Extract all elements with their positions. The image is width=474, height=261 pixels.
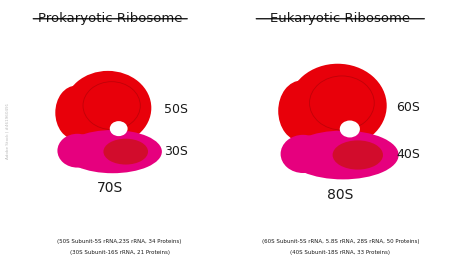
Ellipse shape [333,140,383,170]
Ellipse shape [281,135,326,173]
Text: 70S: 70S [97,181,123,195]
Ellipse shape [64,130,162,173]
Text: 30S: 30S [164,145,188,158]
Ellipse shape [330,72,379,110]
Ellipse shape [110,121,128,136]
Text: (30S Subunit-16S rRNA, 21 Proteins): (30S Subunit-16S rRNA, 21 Proteins) [70,250,170,255]
Text: Eukaryotic Ribosome: Eukaryotic Ribosome [270,12,410,25]
Text: (50S Subunit-5S rRNA,23S rRNA, 34 Proteins): (50S Subunit-5S rRNA,23S rRNA, 34 Protei… [57,239,182,244]
Ellipse shape [64,71,151,145]
Text: Adobe Stock | #461960491: Adobe Stock | #461960491 [6,102,10,159]
Ellipse shape [278,80,325,141]
Ellipse shape [55,86,97,140]
Text: 60S: 60S [396,101,420,114]
Ellipse shape [287,130,399,179]
Ellipse shape [340,121,360,138]
Text: 80S: 80S [327,188,354,203]
Text: 40S: 40S [396,149,420,162]
Ellipse shape [103,139,148,164]
Text: (60S Subunit-5S rRNA, 5.8S rRNA, 28S rRNA, 50 Proteins): (60S Subunit-5S rRNA, 5.8S rRNA, 28S rRN… [262,239,419,244]
Ellipse shape [101,78,145,112]
Ellipse shape [57,134,97,168]
Text: (40S Subunit-18S rRNA, 33 Proteins): (40S Subunit-18S rRNA, 33 Proteins) [290,250,390,255]
Text: 50S: 50S [164,103,188,116]
Text: Prokaryotic Ribosome: Prokaryotic Ribosome [38,12,182,25]
Ellipse shape [289,64,387,147]
